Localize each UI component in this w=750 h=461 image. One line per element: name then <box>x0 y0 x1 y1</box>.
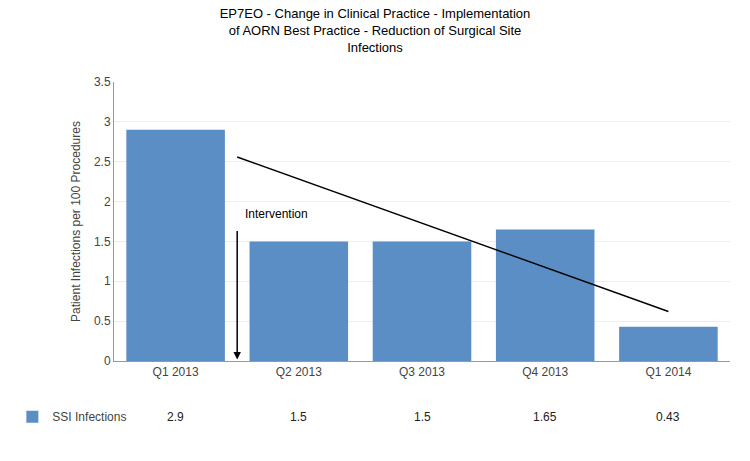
svg-text:1.65: 1.65 <box>533 410 557 424</box>
svg-text:1: 1 <box>104 274 111 288</box>
svg-text:Q2 2013: Q2 2013 <box>276 365 322 379</box>
svg-text:3: 3 <box>104 115 111 129</box>
svg-text:1.5: 1.5 <box>94 235 111 249</box>
svg-text:2.9: 2.9 <box>167 410 184 424</box>
svg-text:0: 0 <box>104 354 111 368</box>
svg-text:2: 2 <box>104 195 111 209</box>
svg-text:Q1 2013: Q1 2013 <box>153 365 199 379</box>
svg-text:3.5: 3.5 <box>94 75 111 89</box>
svg-text:EP7EO - Change in Clinical Pra: EP7EO - Change in Clinical Practice - Im… <box>220 6 531 55</box>
svg-text:SSI Infections: SSI Infections <box>52 410 126 424</box>
svg-text:1.5: 1.5 <box>290 410 307 424</box>
svg-text:Intervention: Intervention <box>245 207 308 221</box>
svg-text:Q4 2013: Q4 2013 <box>522 365 568 379</box>
svg-text:0.5: 0.5 <box>94 314 111 328</box>
svg-text:Q3 2013: Q3 2013 <box>399 365 445 379</box>
svg-text:Patient Infections per 100 Pro: Patient Infections per 100 Procedures <box>69 121 83 322</box>
svg-text:1.5: 1.5 <box>414 410 431 424</box>
svg-text:Q1 2014: Q1 2014 <box>645 365 691 379</box>
svg-text:0.43: 0.43 <box>656 410 680 424</box>
svg-text:2.5: 2.5 <box>94 155 111 169</box>
